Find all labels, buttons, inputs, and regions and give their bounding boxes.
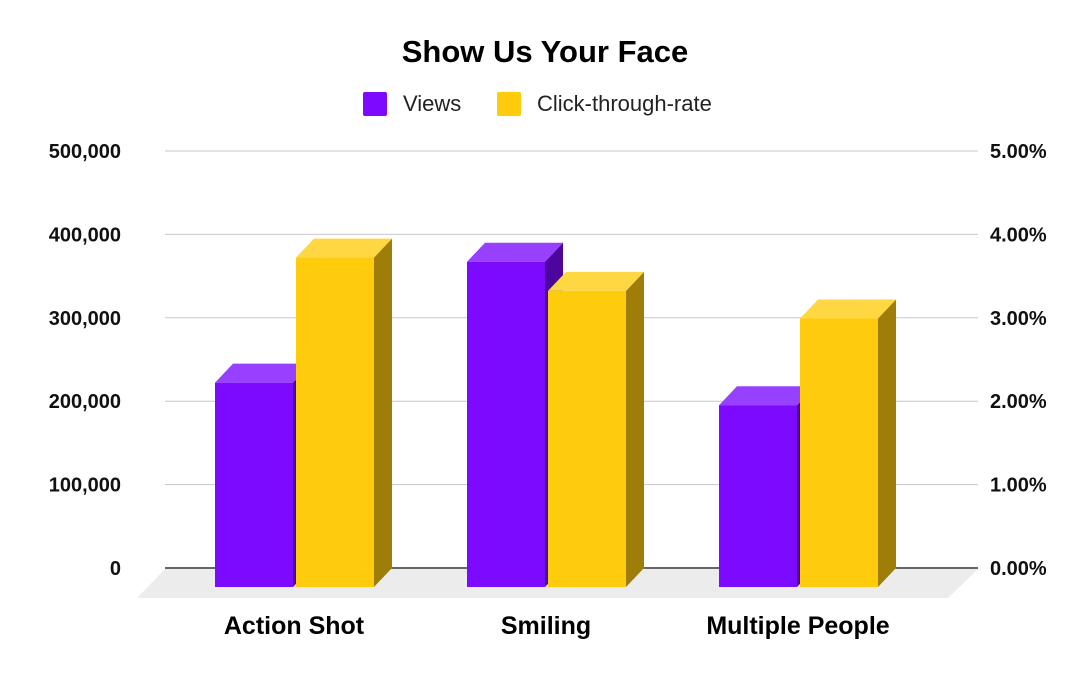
right-tick-label: 3.00% <box>990 308 1047 330</box>
category-label: Action Shot <box>224 612 365 640</box>
category-label: Smiling <box>501 612 591 640</box>
left-tick-label: 300,000 <box>49 308 121 330</box>
legend-label-views: Views <box>403 91 461 116</box>
right-tick-label: 2.00% <box>990 391 1047 413</box>
bar-front <box>719 405 797 587</box>
left-tick-label: 200,000 <box>49 391 121 413</box>
legend: Views Click-through-rate <box>363 91 712 116</box>
left-tick-label: 400,000 <box>49 224 121 246</box>
bar-side <box>626 271 644 587</box>
bar-side <box>374 238 392 587</box>
bar-front <box>800 318 878 587</box>
bar-front <box>215 382 293 587</box>
right-tick-label: 0.00% <box>990 558 1047 580</box>
left-tick-label: 100,000 <box>49 475 121 497</box>
legend-swatch-click-through-rate <box>497 92 521 116</box>
right-tick-label: 5.00% <box>990 141 1047 163</box>
bar-front <box>548 290 626 587</box>
bar-top <box>467 242 563 262</box>
bar-click-through-rate <box>548 271 644 587</box>
right-tick-label: 4.00% <box>990 224 1047 246</box>
category-labels: Action Shot Smiling Multiple People <box>224 612 890 640</box>
category-label: Multiple People <box>706 612 889 640</box>
bar-top <box>296 238 392 258</box>
bar-front <box>296 257 374 587</box>
bars <box>215 238 896 588</box>
bar-click-through-rate <box>296 238 392 587</box>
legend-label-click-through-rate: Click-through-rate <box>537 91 712 116</box>
chart-title: Show Us Your Face <box>402 34 689 69</box>
bar-front <box>467 261 545 587</box>
left-tick-label: 0 <box>110 558 121 580</box>
bar-top <box>800 299 896 319</box>
bar-top <box>719 386 815 406</box>
left-axis: 0 100,000 200,000 300,000 400,000 500,000 <box>49 141 121 580</box>
bar-top <box>215 363 311 383</box>
right-axis: 0.00% 1.00% 2.00% 3.00% 4.00% 5.00% <box>990 141 1047 580</box>
bar-side <box>878 299 896 587</box>
left-tick-label: 500,000 <box>49 141 121 163</box>
bar-click-through-rate <box>800 299 896 587</box>
legend-swatch-views <box>363 92 387 116</box>
right-tick-label: 1.00% <box>990 475 1047 497</box>
bar-top <box>548 271 644 291</box>
